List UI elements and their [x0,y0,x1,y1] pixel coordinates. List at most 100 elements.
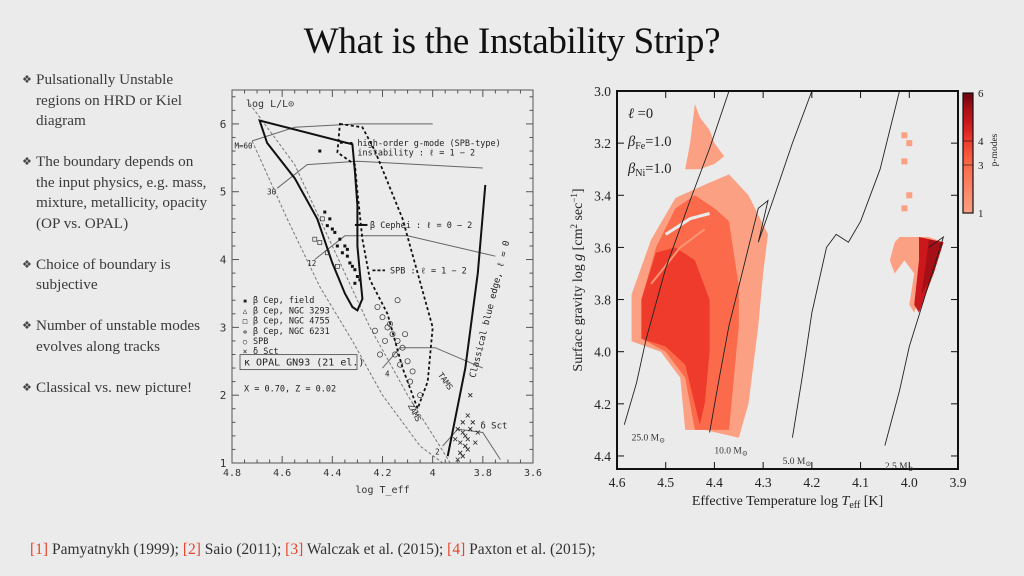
beta-cep-field-point [355,275,359,278]
delta-sct-point [457,440,463,445]
reference-number: [4] [447,541,466,558]
unstable-region-3-modes [641,247,710,425]
x-tick-label: 4.0 [901,475,918,490]
y-tick-label: 3.2 [594,136,611,151]
evolution-track [314,235,496,260]
track-label: 12 [307,259,316,268]
bullet-item: ❖ Classical vs. new picture! [22,378,212,399]
colorbar-tick-label: 1 [978,208,984,220]
track-label: 2 [435,447,440,456]
beta-cep-field-point [348,261,352,265]
diamond-bullet-icon: ❖ [22,320,32,332]
beta-cep-field-point [353,281,357,285]
x-tick-label: 4.4 [706,475,723,490]
diamond-bullet-icon: ❖ [22,381,32,394]
x-tick-label: 4.2 [373,468,391,479]
delta-sct-point [473,440,478,445]
spb-point [409,368,416,375]
legend-entry: β Cep, NGC 3293 [253,306,330,316]
spb-point [404,358,411,365]
annotation-beta-fe: βFe=1.0 [627,134,672,152]
legend-label: β Cephei : ℓ = 0 − 2 [370,221,472,231]
spb-point [374,304,381,310]
delta-sct-point [460,453,466,459]
beta-cep-ngc4755-point [335,263,340,269]
y-tick-label: 6 [220,118,227,131]
y-tick-label: 3 [220,321,227,334]
legend-label: high-order g-mode (SPB-type) [357,139,500,149]
diamond-bullet-icon: ❖ [22,74,32,86]
y-tick-label: 3.6 [594,240,611,255]
beta-cep-ngc4755-point [319,216,325,222]
spb-point [377,351,383,358]
mass-track [791,90,900,438]
delta-sct-point [468,392,473,398]
x-tick-label: 4.5 [657,475,674,490]
spb-point [382,337,388,344]
bullet-item: ❖ Pulsationally Unstable regions on HRD o… [22,70,212,132]
track-label: 5.0 M⊙ [783,457,812,468]
unstable-point [901,158,908,165]
beta-cep-ngc4755-point [317,240,323,245]
x-tick-label: 4.2 [803,475,820,490]
evolution-track [382,347,483,369]
colorbar-label: p-modes [990,133,1000,166]
delta-sct-label: δ Sct [480,422,507,432]
y-tick-label: 4.0 [594,345,611,360]
references: [1] Pamyatnykh (1999); [2] Saio (2011); … [30,541,596,559]
spb-point [399,344,406,351]
spb-point [379,314,386,321]
legend-entry: δ Sct [253,347,279,357]
y-tick-label: 3.0 [594,84,611,99]
x-axis-label: log T_eff [355,485,409,496]
zams-line [251,140,444,464]
reference-number: [1] [30,541,49,558]
y-tick-label: 4.2 [594,397,611,412]
classical-blue-edge-line [446,184,487,457]
beta-cep-field-point [338,237,342,241]
colorbar [962,92,974,214]
spb-point [407,378,414,385]
reference-text: Saio (2011); [200,541,286,558]
legend-entry: β Cep, field [253,296,314,306]
kiel-chart: 4.6 4.5 4.4 4.3 4.2 4.1 4.0 3.9 3.0 3.2 3.4 3.6 3.8 4… [569,84,1000,511]
legend-entry: β Cep, NGC 4755 [253,317,330,327]
beta-cep-ngc4755-point [324,250,330,256]
legend-label: SPB : ℓ = 1 − 2 [390,266,467,276]
colorbar-tick-label: 6 [978,88,984,100]
spb-point [392,351,398,358]
spb-point [417,392,424,399]
legend-label: instability : ℓ = 1 − 2 [357,148,475,158]
bullet-item: ❖ Choice of boundary is subjective [22,255,212,296]
tams-label: TAMS [436,371,455,392]
kiel-plot-frame [616,90,959,470]
x-tick-label: 4.3 [755,475,772,490]
delta-sct-point [470,420,476,425]
spb-point [389,331,396,338]
y-axis-label: Surface gravity log g [cm2 sec−1] [569,188,586,371]
zams-label: ZAMS [406,402,423,423]
x-tick-label: 4.1 [852,475,869,490]
beta-cep-field-point [325,224,329,228]
beta-cep-field-point [333,230,337,234]
beta-cep-field-point [335,244,339,248]
y-tick-label: 3.8 [594,293,611,308]
mass-track [709,90,813,433]
region-gap [664,212,710,236]
legend-marker-icon: × [243,347,248,356]
unstable-point [906,140,913,147]
delta-sct-point [468,426,473,432]
beta-cep-field-point [323,210,327,214]
track-label: M=60 [235,142,254,151]
bullet-list: ❖ Pulsationally Unstable regions on HRD o… [22,70,212,419]
bullet-item: ❖ Number of unstable modes evolves along … [22,316,212,357]
beta-cep-field-point [318,149,322,153]
spb-point [387,321,393,327]
track-label: 10.0 M⊙ [714,446,747,457]
y-axis-label: log L/L⊙ [246,99,294,110]
unstable-point [901,132,908,139]
delta-sct-point [475,430,481,435]
beta-cep-field-point [343,244,347,248]
beta-cep-ngc4755-point [312,236,318,242]
